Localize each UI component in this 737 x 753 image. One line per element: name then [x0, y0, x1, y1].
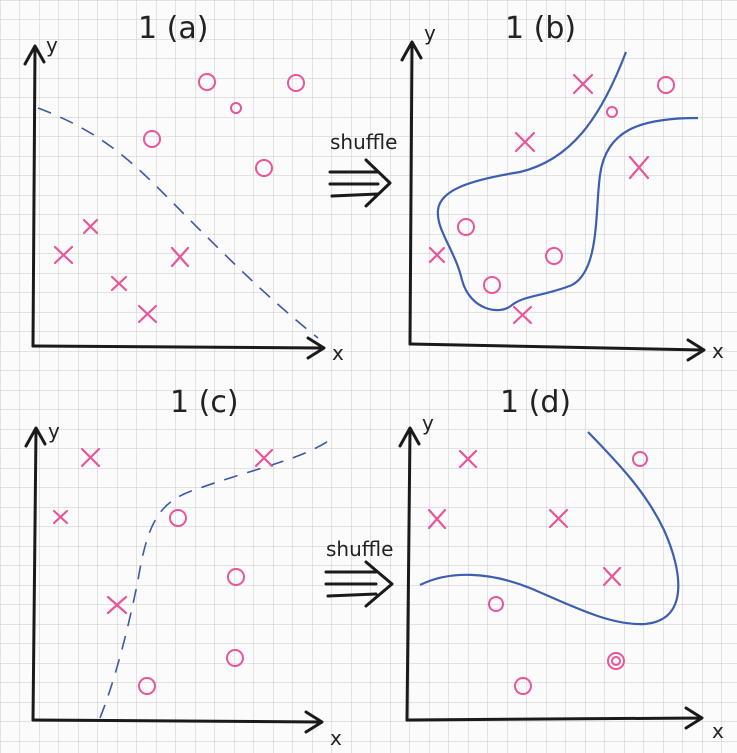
panel-c-circle-point: [227, 568, 245, 586]
panel-d-y-label: y: [422, 411, 434, 435]
panel-d-cross-point: [458, 449, 478, 469]
panel-d: 1 (d) y x: [398, 385, 724, 743]
panel-b-x-label: x: [712, 339, 724, 363]
panel-b-circle-point: [657, 76, 675, 94]
panel-b-y-label: y: [424, 21, 436, 45]
panel-a-title: 1 (a): [138, 11, 208, 46]
panel-c-decision-boundary: [99, 439, 331, 719]
panel-b: 1 (b) y x: [400, 11, 724, 363]
shuffle-arrow-1-icon: [328, 158, 392, 208]
panel-b-cross-point: [428, 246, 446, 264]
panel-b-cross-point: [514, 131, 536, 153]
panel-d-y-axis: [398, 426, 421, 722]
panel-b-decision-boundary: [436, 51, 699, 312]
panel-d-cross-point: [602, 566, 622, 587]
panel-d-cross-point: [427, 508, 447, 530]
panel-a-x-axis: [31, 336, 326, 360]
panel-b-circle-point: [545, 247, 563, 265]
shuffle-label-1: shuffle: [330, 130, 397, 154]
panel-c-x-label: x: [330, 726, 342, 750]
panel-a-x-label: x: [332, 341, 344, 365]
panel-a-circle-point: [198, 73, 216, 91]
panel-b-cross-point: [572, 73, 594, 95]
panel-d-x-axis: [405, 706, 704, 730]
panel-d-cross-point: [548, 508, 569, 529]
panel-d-circle-point: [607, 652, 625, 670]
panel-b-title: 1 (b): [505, 11, 576, 46]
panel-b-x-axis: [408, 338, 706, 362]
panel-b-points: [428, 73, 675, 325]
panel-b-circle-point: [483, 276, 501, 294]
panel-c-cross-point: [80, 447, 101, 468]
panel-c-y-axis: [24, 426, 47, 722]
panel-c-circle-point: [169, 509, 187, 527]
panel-b-cross-point: [512, 305, 533, 325]
panel-a-cross-point: [82, 218, 99, 235]
panel-b-y-axis: [400, 40, 423, 346]
panel-c-circle-point: [138, 677, 156, 695]
panel-d-circle-point: [632, 451, 648, 467]
shuffle-arrow-2: shuffle: [324, 537, 394, 608]
panel-d-circle-point: [514, 677, 532, 695]
panel-b-circle-point: [606, 106, 618, 118]
panel-a-circle-point: [143, 130, 161, 148]
panel-a-cross-point: [170, 246, 190, 268]
panel-d-decision-boundary: [419, 431, 680, 626]
panel-c-x-axis: [31, 710, 324, 734]
panel-a-circle-point: [230, 102, 242, 114]
panel-c-cross-point: [106, 595, 128, 615]
panel-c: 1 (c) y x: [24, 385, 342, 750]
panel-c-title: 1 (c): [170, 385, 239, 420]
shuffle-label-2: shuffle: [326, 537, 393, 561]
panel-a: 1 (a) y x: [23, 11, 344, 365]
panel-a-y-axis: [23, 44, 46, 348]
panel-d-circle-point: [488, 596, 504, 612]
panel-a-cross-point: [137, 304, 158, 324]
panel-a-cross-point: [53, 245, 74, 265]
panel-d-points: [427, 449, 648, 695]
panel-c-cross-point: [52, 509, 69, 525]
panel-a-circle-point: [287, 74, 305, 92]
panel-a-points: [53, 73, 305, 324]
panel-c-points: [52, 447, 274, 695]
panel-a-y-label: y: [46, 33, 58, 57]
panel-c-cross-point: [254, 448, 274, 468]
panel-a-cross-point: [110, 275, 128, 292]
shuffle-arrow-2-icon: [324, 560, 394, 608]
shuffle-arrow-1: shuffle: [328, 130, 397, 208]
panel-b-cross-point: [628, 155, 650, 180]
panel-d-circle-point: [611, 656, 621, 666]
panel-c-y-label: y: [48, 419, 60, 443]
panel-d-title: 1 (d): [500, 385, 571, 420]
panel-b-circle-point: [457, 218, 475, 236]
panel-a-circle-point: [255, 159, 273, 177]
panel-c-circle-point: [226, 649, 244, 667]
panel-d-x-label: x: [712, 719, 724, 743]
